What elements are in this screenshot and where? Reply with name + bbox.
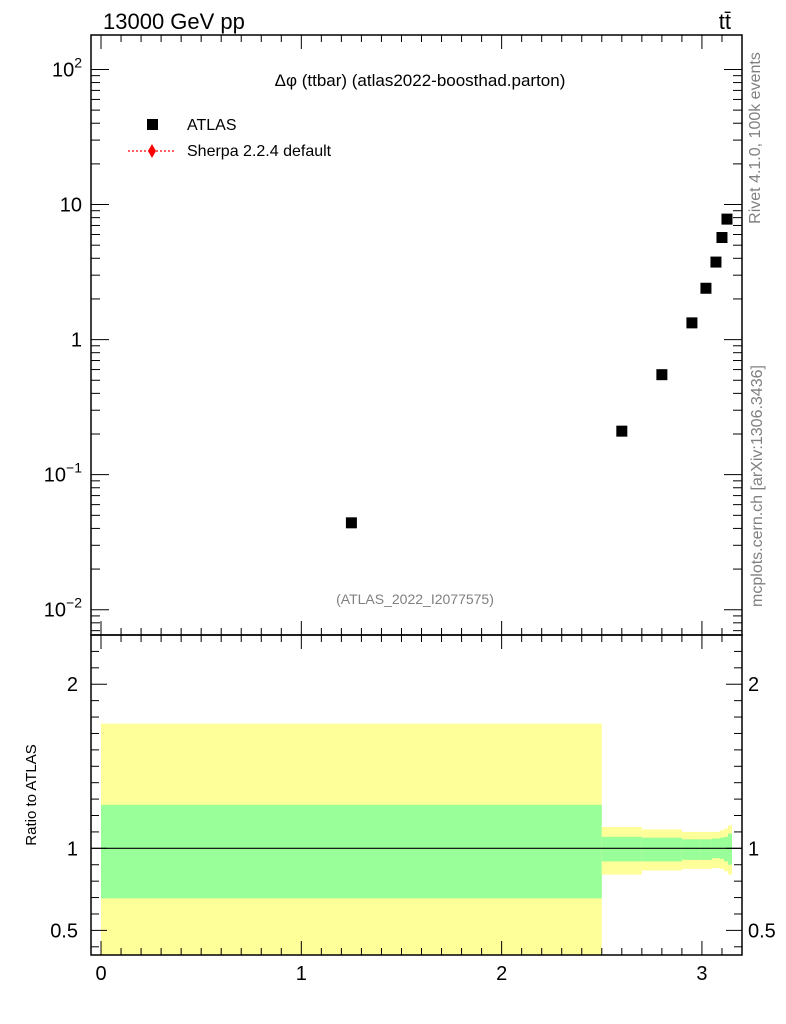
legend: ATLAS Sherpa 2.2.4 default: [128, 117, 332, 160]
atlas-data-point-7: [721, 213, 733, 225]
header-left-label: 13000 GeV pp: [103, 9, 245, 34]
x-tick-label-1: 1: [296, 963, 307, 985]
ratio-y-tick-label-left: 2: [67, 674, 78, 696]
ratio-panel: 0 1 2 3 0.5 0.5 1 1 2 2 Ratio to ATLAS: [23, 634, 776, 985]
x-tick-label-2: 2: [496, 963, 507, 985]
main-y-tick-label: 10−1: [44, 460, 82, 487]
mcplots-label: mcplots.cern.ch [arXiv:1306.3436]: [749, 365, 766, 607]
atlas-data-point-4: [700, 282, 712, 294]
ratio-y-tick-label-left: 1: [67, 838, 78, 860]
x-tick-label-0: 0: [95, 963, 106, 985]
ratio-y-tick-label-right: 2: [748, 674, 759, 696]
ratio-green-band-8: [727, 833, 732, 865]
x-tick-label-3: 3: [696, 963, 707, 985]
atlas-data-point-6: [716, 232, 728, 244]
ratio-y-tick-label-left: 0.5: [50, 920, 78, 942]
legend-atlas-label: ATLAS: [187, 117, 237, 134]
ratio-green-band-4: [699, 839, 712, 860]
rivet-version-label: Rivet 4.1.0, 100k events: [747, 52, 764, 224]
ratio-green-band-2: [641, 837, 682, 862]
main-y-tick-label: 10: [60, 195, 82, 217]
atlas-data-point-1: [616, 425, 628, 437]
atlas-data-point-2: [656, 369, 668, 381]
ratio-y-axis-label: Ratio to ATLAS: [23, 744, 40, 845]
atlas-data-point-3: [686, 317, 698, 329]
ratio-frame: [90, 634, 743, 956]
legend-sherpa-marker: [148, 144, 156, 158]
main-panel: 10−2 10−1 1 10 102 Δφ (ttbar) (atlas2022-boo…: [44, 34, 743, 636]
legend-sherpa-label: Sherpa 2.2.4 default: [187, 143, 332, 160]
main-y-tick-label: 102: [52, 54, 82, 81]
ratio-green-band-7: [723, 836, 728, 862]
ratio-green-band-3: [681, 839, 700, 860]
ratio-green-band-1: [601, 836, 642, 862]
main-y-tick-label: 1: [71, 330, 82, 352]
main-y-tick-label: 10−2: [44, 595, 82, 622]
chart-title: Δφ (ttbar) (atlas2022-boosthad.parton): [275, 71, 566, 90]
ratio-plot-area: 0 1 2 3 0.5 0.5 1 1 2 2: [50, 634, 776, 985]
analysis-watermark: (ATLAS_2022_I2077575): [336, 591, 494, 607]
atlas-data-point-5: [710, 256, 722, 268]
atlas-data-point-0: [345, 517, 357, 529]
legend-atlas-marker: [147, 119, 158, 130]
header-right-label: tt̄: [719, 9, 731, 34]
ratio-y-tick-label-right: 1: [748, 838, 759, 860]
ratio-green-band-0: [101, 804, 602, 899]
ratio-y-tick-label-right: 0.5: [748, 920, 776, 942]
